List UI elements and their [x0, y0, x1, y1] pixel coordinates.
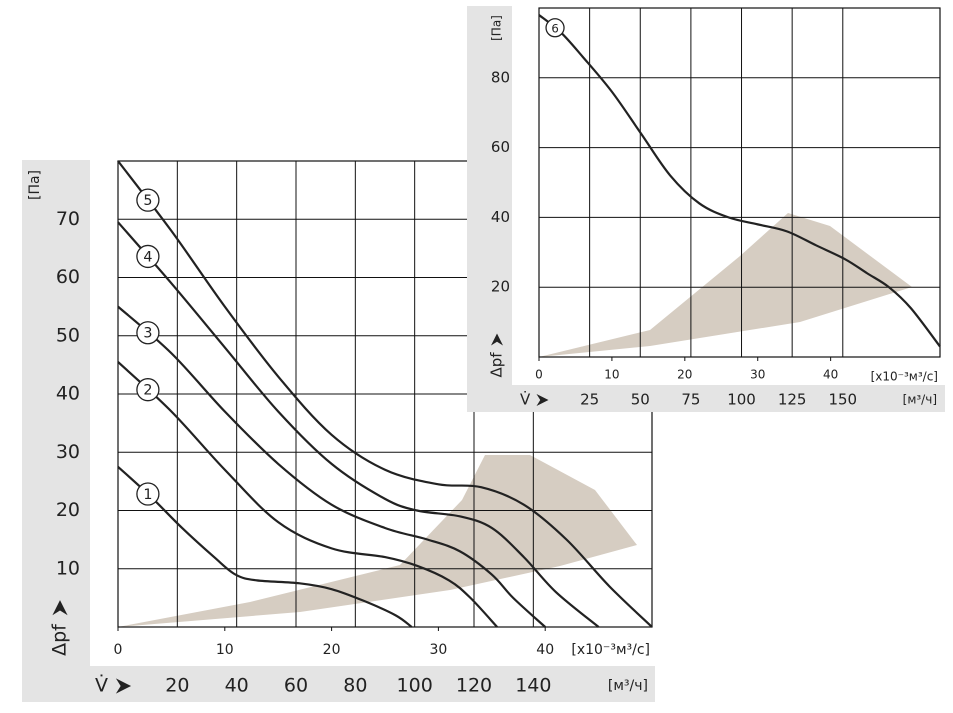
x2-tick-label: 80 [343, 675, 367, 697]
y-tick-label: 60 [56, 266, 80, 288]
x2-tick-label: 75 [681, 391, 700, 409]
arrow [491, 333, 503, 346]
legend-label: 5 [143, 193, 152, 209]
fan-curve [117, 305, 546, 628]
y-label: Δpf [488, 352, 506, 378]
y-tick-label: 60 [491, 138, 510, 156]
y-tick-label: 50 [56, 324, 80, 346]
x-tick-label: 30 [429, 642, 447, 658]
x2-tick-label: 20 [165, 675, 189, 697]
legend-label: 4 [143, 249, 152, 265]
y-label: Δpf [49, 623, 71, 656]
x2-tick-label: 140 [515, 675, 551, 697]
x2-tick-label: 150 [828, 391, 857, 409]
x2-tick-label: 125 [778, 391, 807, 409]
curve-marker [545, 18, 565, 38]
curve-marker [136, 378, 160, 402]
y-tick-label: 30 [56, 441, 80, 463]
x2-tick-label: 25 [580, 391, 599, 409]
legend-label: 2 [143, 383, 152, 399]
y-tick-label: 80 [491, 68, 510, 86]
y-tick-label: 40 [56, 383, 80, 405]
x-tick-label: 10 [216, 642, 234, 658]
x2-tick-label: 40 [225, 675, 249, 697]
fan-curve [117, 160, 653, 628]
x2-tick-label: 60 [284, 675, 308, 697]
x2-tick-label: 100 [727, 391, 756, 409]
arrow [115, 678, 132, 694]
x2-tick-label: 120 [456, 675, 492, 697]
x-tick-label: 10 [604, 368, 619, 382]
y-unit: [Па] [27, 170, 43, 200]
x2-unit: [м³/ч] [903, 393, 937, 407]
operating-zone [118, 455, 637, 627]
x2-label: V̇ [95, 674, 108, 696]
arrow [536, 394, 549, 406]
x-tick-label: 20 [677, 368, 692, 382]
y-tick-label: 20 [491, 278, 510, 296]
y-unit: [Па] [490, 15, 504, 41]
plot-frame [538, 7, 941, 358]
legend-label: 6 [551, 21, 558, 35]
x2-label: V̇ [520, 390, 531, 409]
curve-marker [136, 321, 160, 345]
x-tick-label: 30 [750, 368, 765, 382]
x-unit: [x10⁻³м³/с] [571, 642, 650, 658]
x-tick-label: 20 [323, 642, 341, 658]
x2-unit: [м³/ч] [608, 678, 648, 694]
x-tick-label: 0 [114, 642, 123, 658]
y-tick-label: 10 [56, 557, 80, 579]
legend-label: 1 [143, 487, 152, 503]
x-unit: [x10⁻³м³/с] [871, 370, 938, 384]
curve-marker [136, 244, 160, 269]
curve-marker [136, 188, 160, 212]
x2-tick-label: 50 [631, 391, 650, 409]
fan-curve [538, 14, 941, 348]
x-tick-label: 0 [535, 368, 543, 382]
y-tick-label: 70 [56, 208, 80, 230]
curve-marker [136, 482, 160, 506]
x-tick-label: 40 [536, 642, 554, 658]
fan-curve [117, 465, 413, 628]
operating-zone [539, 213, 912, 357]
fan-curve [117, 221, 600, 628]
arrow [52, 600, 68, 616]
y-tick-label: 40 [491, 208, 510, 226]
x-tick-label: 40 [823, 368, 838, 382]
y-tick-label: 20 [56, 499, 80, 521]
legend-label: 3 [143, 326, 152, 342]
fan-curve [117, 361, 498, 628]
x2-tick-label: 100 [397, 675, 433, 697]
